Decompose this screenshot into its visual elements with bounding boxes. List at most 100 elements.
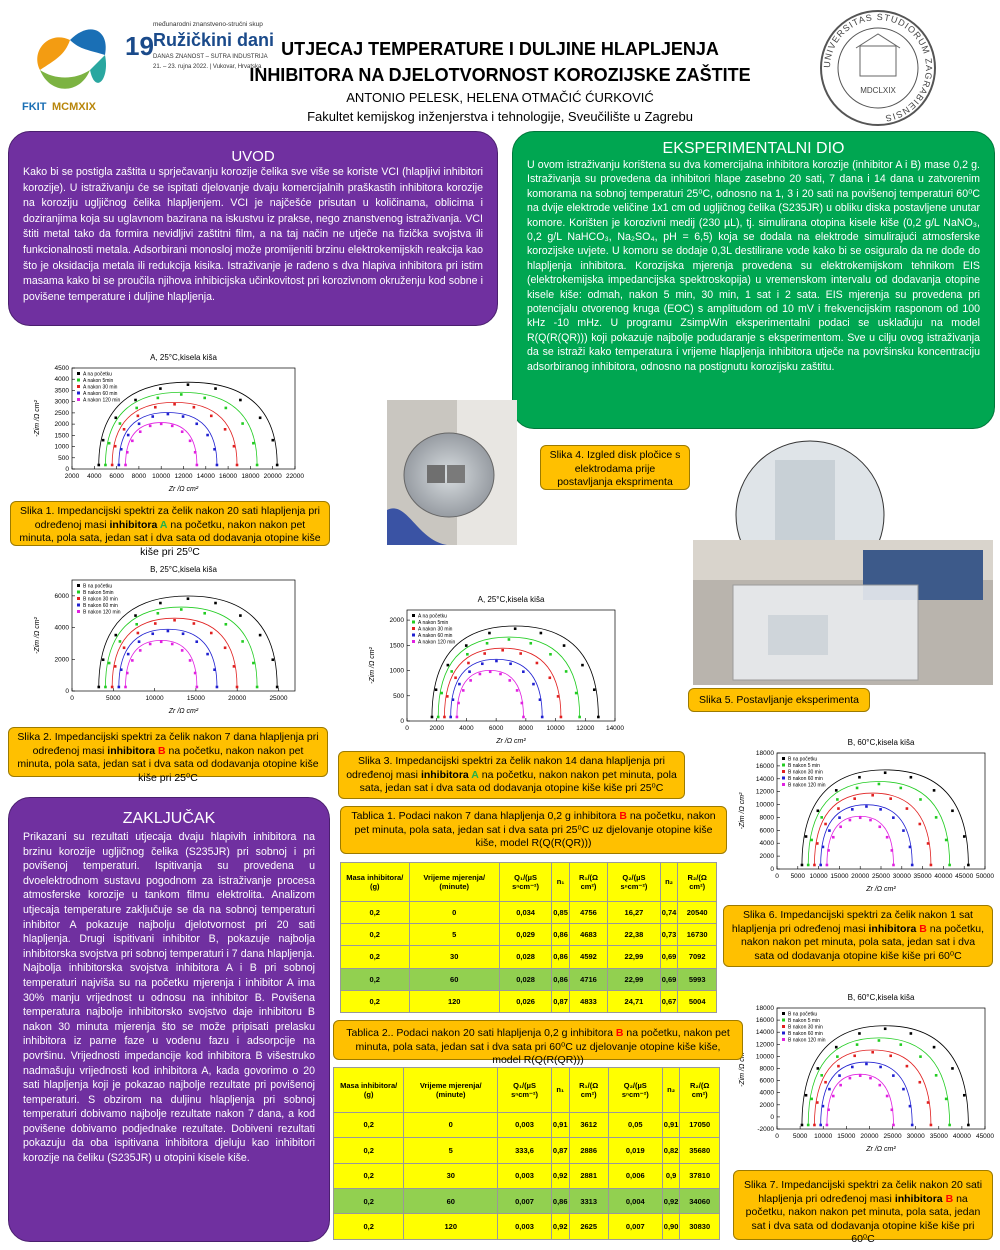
illustrative-point (529, 641, 533, 645)
x-tick-label: 4000 (87, 473, 102, 480)
y-tick-label: 0 (400, 718, 404, 725)
legend-swatch (77, 610, 80, 613)
legend-swatch (77, 603, 80, 607)
table-cell: 0,82 (661, 1137, 681, 1164)
illustrative-point (483, 652, 486, 655)
x-tick-label: 5000 (793, 1133, 808, 1140)
illustrative-point (839, 825, 842, 829)
experiment-heading: EKSPERIMENTALNI DIO (662, 140, 845, 157)
table-cell: 3313 (568, 1187, 609, 1215)
table-cell: 0 (403, 1111, 499, 1139)
illustrative-point (853, 1054, 856, 1058)
illustrative-point (457, 701, 460, 705)
illustrative-point (919, 1055, 922, 1058)
illustrative-point (166, 412, 170, 416)
table-cell: 20540 (677, 900, 717, 925)
x-tick-label: 15000 (837, 1133, 855, 1140)
legend-label: B nakon 5 min (788, 763, 820, 769)
illustrative-point (119, 668, 123, 671)
x-axis-label: Zr /Ω cm² (168, 486, 199, 493)
photo-detail-ring (735, 440, 885, 545)
conf-number: 19 (125, 31, 154, 61)
table-cell: 0,2 (332, 1187, 405, 1215)
data-table: Masa inhibitora/ (g) Vrijeme mjerenja/ (m… (332, 1067, 720, 1240)
legend-label: B na početku (788, 1012, 817, 1018)
y-tick-label: 16000 (756, 1017, 774, 1024)
illustrative-point (564, 670, 568, 673)
illustrative-point (179, 393, 183, 396)
illustrative-point (467, 661, 470, 665)
illustrative-point (865, 805, 868, 808)
photo-electrode (447, 465, 465, 483)
illustrative-point (800, 1123, 804, 1127)
table-cell: 0,2 (332, 1111, 405, 1139)
table-header: n₂ (659, 862, 679, 902)
illustrative-point (186, 383, 190, 386)
legend-swatch (782, 1018, 785, 1022)
illustrative-curve (801, 1025, 969, 1126)
illustrative-point (816, 809, 820, 813)
table-cell: 0,87 (551, 989, 570, 1014)
table-cell: 333,6 (497, 1137, 552, 1164)
table-cell: 0,91 (550, 1111, 570, 1139)
table-cell: 0 (408, 900, 500, 925)
x-tick-label: 14000 (197, 473, 215, 480)
title: INHIBITORA NA DJELOTVORNOST KOROZIJSKE Z… (249, 65, 751, 85)
x-tick-label: 40000 (934, 873, 952, 880)
illustrative-point (824, 1080, 827, 1084)
x-tick-label: 10000 (152, 473, 170, 480)
illustrative-point (877, 1039, 881, 1042)
table-cell: 17050 (679, 1111, 720, 1139)
seal-building (859, 45, 897, 77)
illustrative-curve (118, 412, 218, 466)
illustrative-point (173, 618, 176, 622)
x-tick-label: 10000 (814, 1133, 832, 1140)
intro-heading: UVOD (231, 148, 275, 165)
illustrative-point (828, 1087, 831, 1091)
illustrative-point (892, 863, 895, 867)
caption-text: Tablica 1. Podaci nakon 7 dana hlapljenj… (351, 810, 620, 822)
illustrative-point (508, 679, 512, 682)
seal-year: MDCLXIX (860, 86, 896, 95)
illustrative-point (192, 622, 196, 625)
caption-text: B (615, 1027, 624, 1039)
illustrative-point (255, 463, 259, 467)
illustrative-point (806, 1123, 810, 1127)
figure-title: A, 25°C,kisela kiša (478, 595, 545, 604)
illustrative-point (188, 439, 192, 443)
experiment-text: U ovom istraživanju korištena su dva kom… (527, 159, 980, 373)
illustrative-point (455, 715, 459, 719)
x-tick-label: 40000 (953, 1133, 971, 1140)
illustrative-point (159, 422, 163, 426)
illustrative-point (117, 463, 121, 467)
illustrative-curve (826, 815, 894, 866)
illustrative-point (836, 798, 839, 801)
illustrative-point (813, 1123, 816, 1127)
y-tick-label: 0 (770, 866, 774, 873)
x-tick-label: 6000 (489, 725, 504, 732)
illustrative-point (451, 698, 455, 701)
illustrative-curve (820, 1061, 913, 1126)
illustrative-point (513, 627, 517, 631)
legend-label: B nakon 30 min (83, 597, 118, 603)
table-cell: 4592 (568, 945, 609, 969)
illustrative-curve (820, 804, 913, 866)
illustrative-point (195, 685, 199, 689)
illustrative-point (532, 682, 535, 686)
illustrative-point (117, 685, 121, 689)
illustrative-curve (437, 636, 581, 718)
table-cell: 2881 (568, 1162, 609, 1189)
illustrative-point (556, 695, 560, 698)
illustrative-point (214, 387, 217, 390)
illustrative-point (816, 1067, 820, 1070)
illustrative-point (890, 849, 894, 852)
caption-text: Slika 3. Impedancijski spektri za čelik … (346, 755, 665, 781)
illustrative-point (932, 1045, 936, 1049)
x-tick-label: 45000 (976, 1133, 994, 1140)
caption-text: Slika 5. Postavljanje eksperimenta (699, 694, 859, 706)
illustrative-point (255, 685, 259, 689)
illustrative-point (932, 789, 936, 792)
illustrative-point (827, 1108, 830, 1112)
x-tick-label: 18000 (241, 473, 259, 480)
illustrative-point (879, 1065, 882, 1069)
